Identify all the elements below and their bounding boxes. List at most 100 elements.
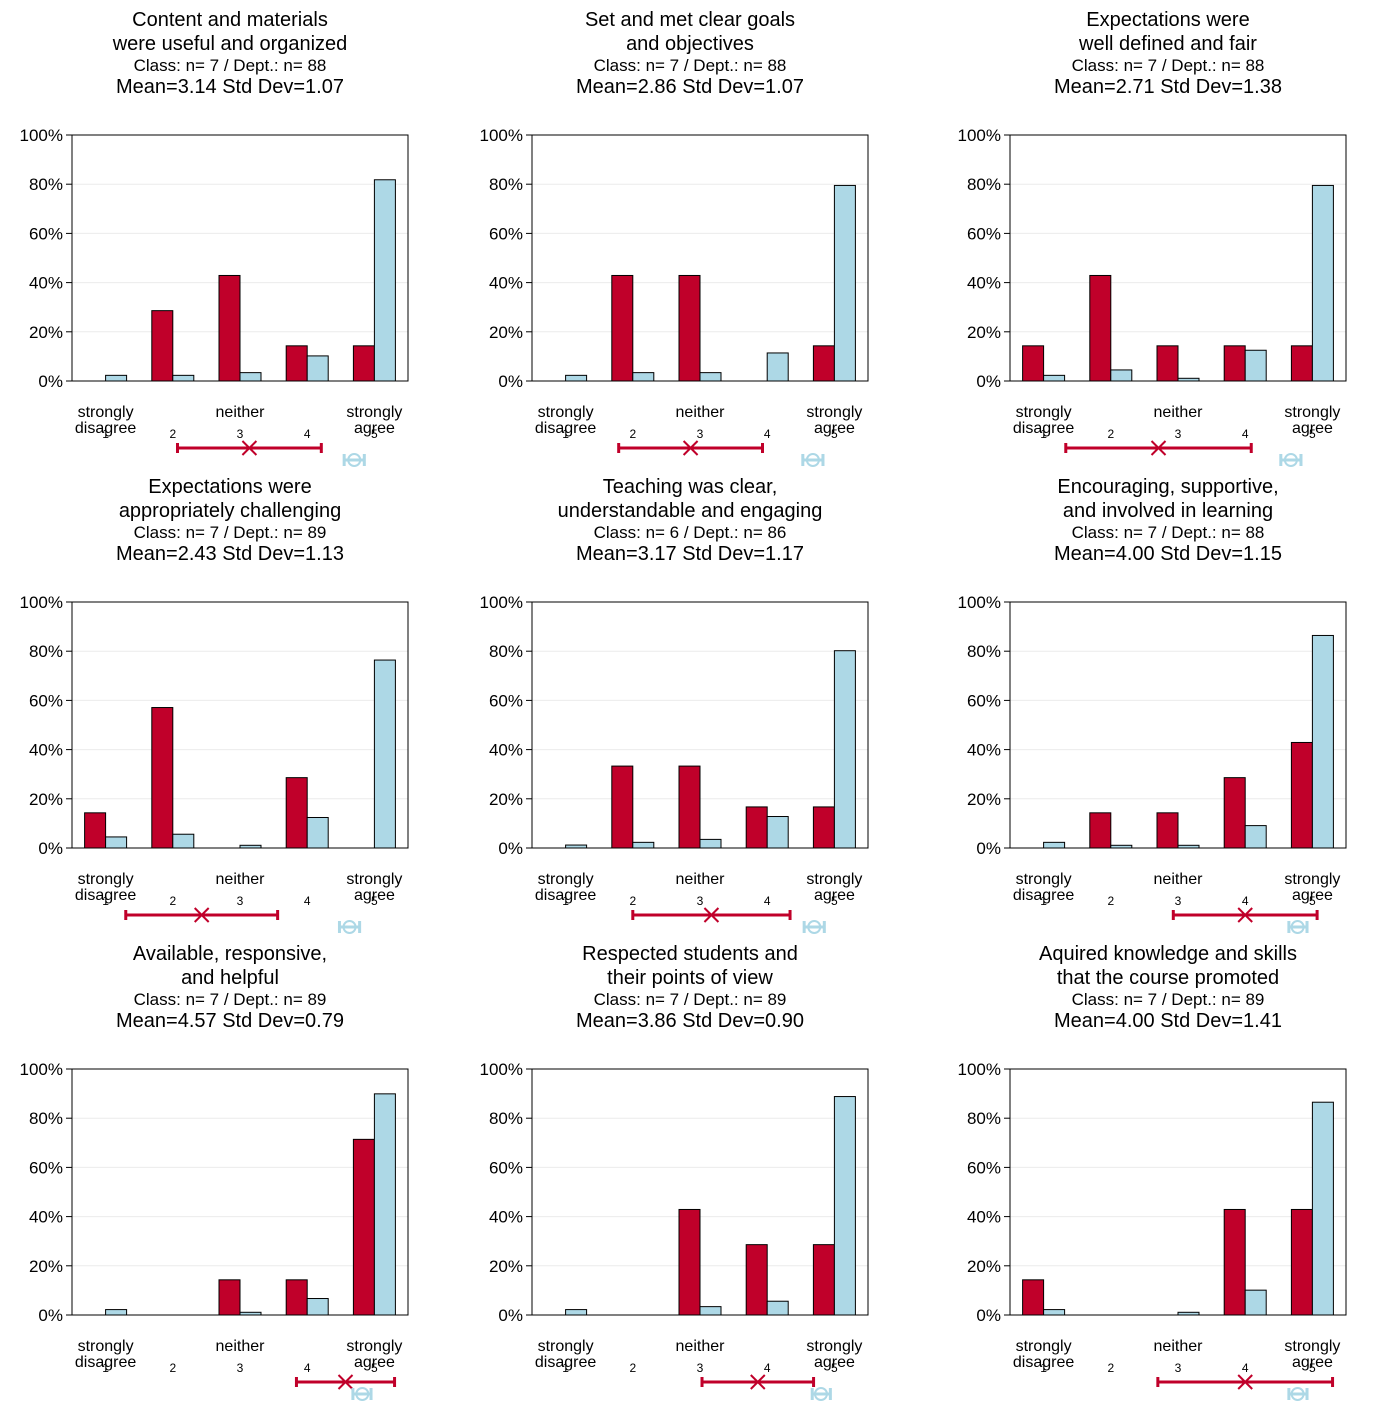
scale-label: agree <box>814 887 855 904</box>
dept-mean-marker <box>805 453 820 467</box>
category-number: 3 <box>1175 427 1182 441</box>
category-number: 1 <box>562 1361 569 1375</box>
category-number: 4 <box>764 1361 771 1375</box>
plot-frame <box>531 1068 869 1316</box>
y-tick-label: 40% <box>967 1208 1001 1227</box>
class-bar <box>1290 1208 1313 1316</box>
y-tick-label: 20% <box>29 1257 63 1276</box>
chart-header: Available, responsive, and helpful Class: … <box>0 942 460 1032</box>
scale-label: disagree <box>535 887 596 904</box>
class-bar <box>1223 777 1246 849</box>
scale-label: strongly <box>1016 1338 1072 1355</box>
scale-label: strongly <box>1016 404 1072 421</box>
dept-mean-marker <box>355 1387 370 1401</box>
plot-frame <box>1009 601 1347 849</box>
dept-bar <box>306 816 329 849</box>
bar-chart: 0%20%40%60%80%100%stronglydisagreeneithe… <box>480 593 869 934</box>
dept-bar <box>1311 184 1334 382</box>
category-number: 3 <box>1175 1361 1182 1375</box>
y-tick-label: 40% <box>489 741 523 760</box>
mean-stddev-line: Mean=3.17 Std Dev=1.17 <box>576 543 804 565</box>
category-number: 4 <box>1242 1361 1249 1375</box>
scale-label: strongly <box>78 1338 134 1355</box>
bar-chart: 0%20%40%60%80%100%stronglydisagreeneithe… <box>480 126 869 467</box>
category-number: 5 <box>371 1361 378 1375</box>
class-bar <box>1156 345 1179 382</box>
y-tick-label: 60% <box>29 224 63 243</box>
class-mean-marker <box>193 907 210 923</box>
scale-label: strongly <box>346 404 402 421</box>
scale-label: neither <box>216 1338 266 1355</box>
chart-title-line: appropriately challenging <box>118 500 342 522</box>
chart-title-line: Respected students and <box>582 943 798 965</box>
scale-label: strongly <box>538 1338 594 1355</box>
dept-bar <box>699 1306 722 1316</box>
chart-panel: Teaching was clear, understandable and en… <box>460 467 920 934</box>
scale-label: disagree <box>75 1354 136 1371</box>
dept-bar <box>105 1309 128 1316</box>
dept-bar <box>105 374 128 382</box>
chart-header: Encouraging, supportive, and involved in … <box>938 475 1394 565</box>
category-number: 5 <box>1309 894 1316 908</box>
y-tick-label: 20% <box>489 790 523 809</box>
y-tick-label: 20% <box>967 1257 1001 1276</box>
chart-header: Respected students and their points of vi… <box>460 942 920 1032</box>
y-tick-label: 100% <box>20 593 63 612</box>
scale-label: disagree <box>1013 1354 1074 1371</box>
plot-frame <box>1009 134 1347 382</box>
category-number: 5 <box>371 894 378 908</box>
chart-title-line: Expectations were <box>1086 9 1250 31</box>
class-bar <box>812 806 835 849</box>
dept-mean-marker <box>1290 1387 1305 1401</box>
dept-bar <box>306 355 329 382</box>
scale-label: strongly <box>538 871 594 888</box>
sample-size-line: Class: n= 6 / Dept.: n= 86 <box>593 523 787 542</box>
y-tick-label: 100% <box>20 126 63 145</box>
bar-chart: 0%20%40%60%80%100%stronglydisagreeneithe… <box>958 1060 1347 1401</box>
chart-header: Teaching was clear, understandable and en… <box>460 475 920 565</box>
plot-frame <box>1009 1068 1347 1316</box>
dept-bar <box>699 838 722 849</box>
dept-bar <box>1110 369 1133 382</box>
y-tick-label: 40% <box>489 1208 523 1227</box>
y-tick-label: 80% <box>29 175 63 194</box>
class-bar <box>1156 812 1179 849</box>
chart-header: Expectations were appropriately challengi… <box>0 475 460 565</box>
scale-label: disagree <box>75 887 136 904</box>
dept-bar <box>1043 374 1066 382</box>
dept-bar <box>766 1300 789 1316</box>
chart-panel: Expectations were appropriately challengi… <box>0 467 460 934</box>
y-tick-label: 0% <box>38 839 63 858</box>
y-tick-label: 60% <box>967 691 1001 710</box>
class-bar <box>285 777 308 849</box>
y-tick-label: 0% <box>38 372 63 391</box>
dept-bar <box>373 659 396 849</box>
y-tick-label: 0% <box>498 1306 523 1325</box>
scale-label: strongly <box>806 871 862 888</box>
dept-bar <box>1244 1289 1267 1316</box>
y-tick-label: 80% <box>967 642 1001 661</box>
class-bar <box>151 707 174 849</box>
mean-stddev-line: Mean=2.43 Std Dev=1.13 <box>116 543 344 565</box>
mean-stddev-line: Mean=4.57 Std Dev=0.79 <box>116 1010 344 1032</box>
sample-size-line: Class: n= 7 / Dept.: n= 88 <box>593 56 787 75</box>
dept-bar <box>833 1096 856 1316</box>
y-tick-label: 60% <box>29 1158 63 1177</box>
class-mean-marker <box>337 1374 354 1390</box>
category-number: 4 <box>1242 427 1249 441</box>
scale-label: neither <box>676 404 726 421</box>
class-bar <box>84 812 107 849</box>
sample-size-line: Class: n= 7 / Dept.: n= 89 <box>1071 990 1265 1009</box>
class-bar <box>611 765 634 849</box>
scale-label: disagree <box>75 420 136 437</box>
mean-stddev-line: Mean=2.71 Std Dev=1.38 <box>1054 76 1282 98</box>
class-mean-marker <box>241 440 258 456</box>
y-tick-label: 80% <box>29 1109 63 1128</box>
y-tick-label: 20% <box>29 323 63 342</box>
category-number: 1 <box>102 1361 109 1375</box>
category-number: 5 <box>371 427 378 441</box>
bar-chart: 0%20%40%60%80%100%stronglydisagreeneithe… <box>958 593 1347 934</box>
class-bar <box>812 1244 835 1316</box>
y-tick-label: 100% <box>20 1060 63 1079</box>
